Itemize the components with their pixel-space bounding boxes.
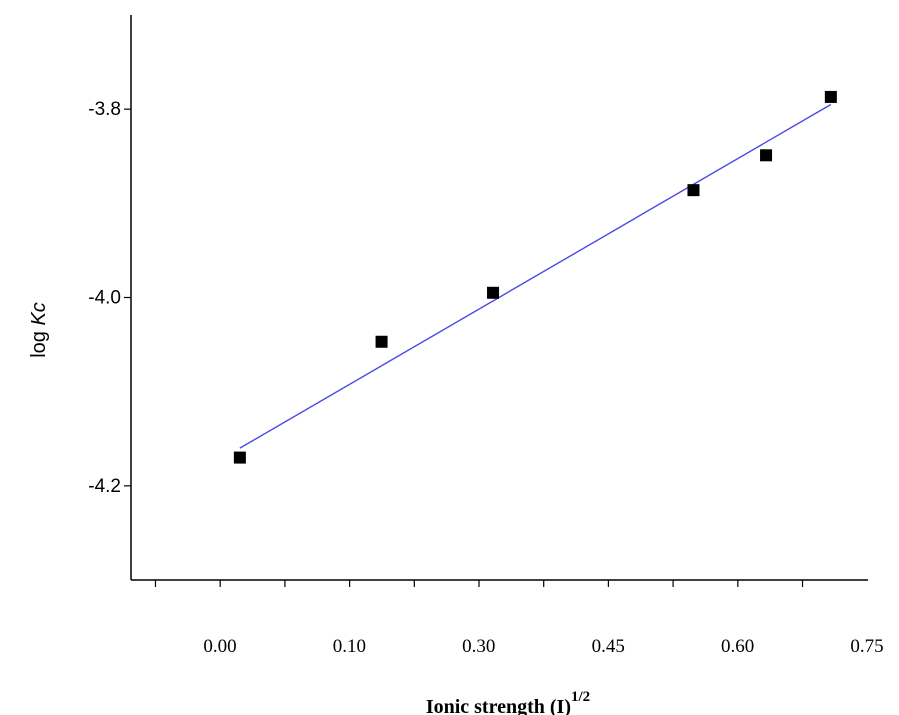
x-tick-label: 0.10 (333, 636, 366, 657)
x-tick-labels: 0.00 0.10 0.30 0.45 0.60 0.75 (203, 636, 883, 657)
x-tick-label: 0.75 (850, 636, 883, 657)
data-points (233, 90, 837, 464)
x-tick-label: 0.45 (592, 636, 625, 657)
x-axis-label-main: Ionic strength (I) (426, 696, 571, 715)
x-tick-label: 0.60 (721, 636, 754, 657)
data-point (233, 451, 246, 464)
fit-line (239, 103, 832, 449)
y-axis-label: log Kc (28, 302, 50, 358)
y-axis-label-main: log (28, 326, 50, 358)
data-point (824, 90, 837, 103)
y-tick-label: -3.8 (88, 99, 121, 120)
x-tick-label: 0.30 (462, 636, 495, 657)
x-axis-label-sup: 1/2 (571, 689, 590, 705)
x-axis-label: Ionic strength (I)1/2 (426, 689, 590, 715)
data-point (375, 335, 388, 348)
y-tick-label: -4.0 (88, 288, 121, 309)
x-tick-label: 0.00 (203, 636, 236, 657)
y-tick-label: -4.2 (88, 476, 121, 497)
y-ticks (124, 108, 131, 487)
y-tick-labels: -3.8 -4.0 -4.2 (88, 99, 121, 497)
data-point (487, 286, 500, 299)
data-point (760, 149, 773, 162)
y-axis-label-italic: Kc (28, 302, 50, 325)
data-point (687, 184, 700, 197)
x-ticks (154, 580, 804, 587)
